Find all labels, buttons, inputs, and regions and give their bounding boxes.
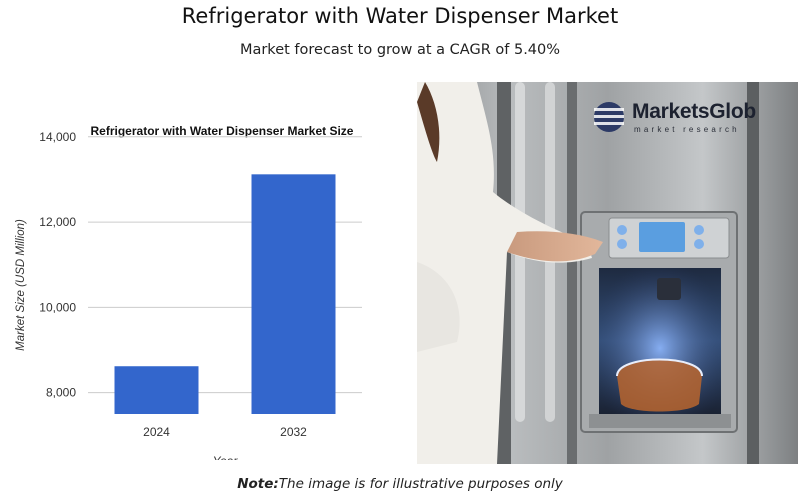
- x-tick-label: 2032: [280, 425, 307, 439]
- y-tick-label: 10,000: [39, 300, 76, 314]
- illustration-note: Note:The image is for illustrative purpo…: [0, 476, 800, 492]
- logo-tagline: market research: [634, 125, 740, 134]
- chart-title: Refrigerator with Water Dispenser Market…: [91, 124, 354, 138]
- globe-logo-icon: [594, 102, 624, 132]
- x-tick-label: 2024: [143, 425, 170, 439]
- page-subtitle: Market forecast to grow at a CAGR of 5.4…: [239, 42, 561, 58]
- marketsglob-logo: MarketsGlob market research: [592, 100, 792, 140]
- y-tick-label: 8,000: [46, 386, 76, 400]
- logo-name: MarketsGlob: [632, 100, 756, 123]
- note-text: The image is for illustrative purposes o…: [278, 476, 563, 492]
- market-size-chart: Refrigerator with Water Dispenser Market…: [0, 110, 410, 460]
- y-tick-label: 14,000: [39, 130, 76, 144]
- page-title: Refrigerator with Water Dispenser Market: [181, 4, 619, 28]
- product-photo: MarketsGlob market research: [417, 82, 798, 464]
- x-axis-label: Year: [213, 454, 239, 460]
- bar-2024: [114, 366, 199, 414]
- y-tick-label: 12,000: [39, 215, 76, 229]
- chart-svg: Refrigerator with Water Dispenser Market…: [15, 124, 362, 460]
- y-axis-label: Market Size (USD Million): [15, 219, 27, 351]
- refrigerator-photo-illustration: [417, 82, 798, 464]
- note-label: Note:: [237, 476, 279, 492]
- bar-2032: [251, 174, 336, 414]
